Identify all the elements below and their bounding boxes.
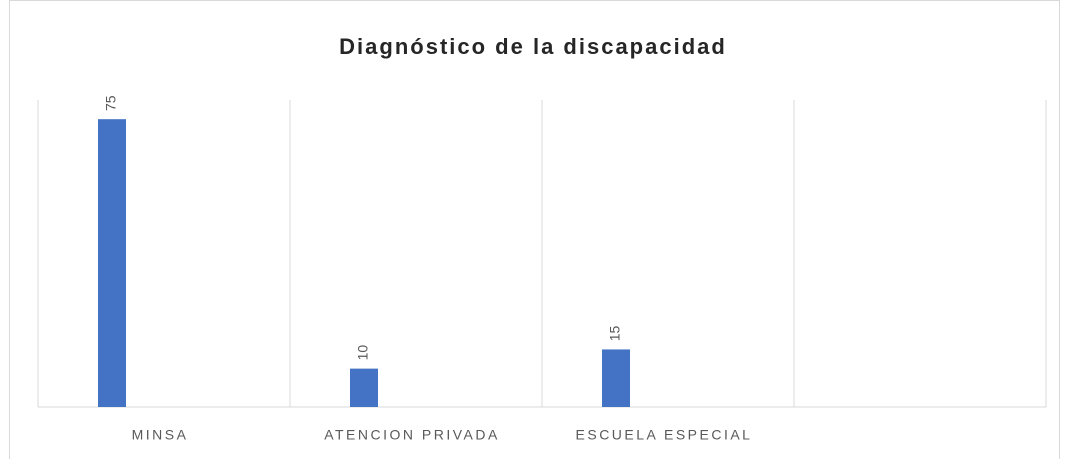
data-label: 75 xyxy=(103,95,119,111)
bar xyxy=(350,368,378,407)
x-tick-label: ESCUELA ESPECIAL xyxy=(576,427,753,443)
data-label: 10 xyxy=(355,345,371,361)
data-label: 15 xyxy=(607,325,623,341)
bar xyxy=(98,119,126,407)
x-tick-label: ATENCION PRIVADA xyxy=(324,427,500,443)
chart-title: Diagnóstico de la discapacidad xyxy=(339,34,727,59)
x-tick-label: MINSA xyxy=(132,427,189,443)
bar xyxy=(602,349,630,407)
chart-frame xyxy=(9,0,1060,459)
